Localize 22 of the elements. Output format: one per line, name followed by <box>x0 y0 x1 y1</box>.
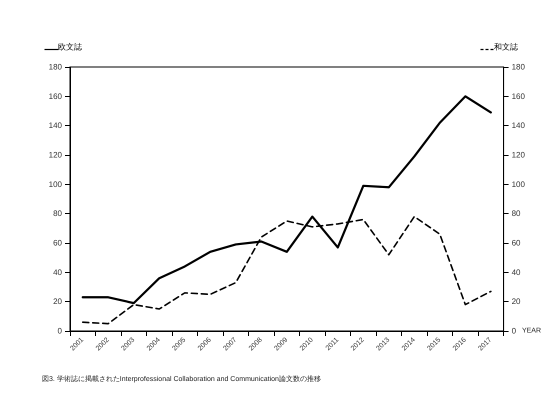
y-tick-label: 180 <box>48 62 63 72</box>
y2-tick-label: 120 <box>512 150 526 160</box>
y2-tick-label: 60 <box>512 238 522 248</box>
y2-tick-label: 0 <box>512 326 517 336</box>
y-tick-label: 20 <box>53 297 63 306</box>
y2-tick-label: 80 <box>512 209 522 218</box>
y-tick-label: 120 <box>48 150 63 160</box>
y-tick-label: 140 <box>48 121 63 130</box>
y-tick-label: 80 <box>53 209 63 218</box>
y-tick-label: 0 <box>58 326 63 336</box>
y2-tick-label: 180 <box>512 62 526 72</box>
y-tick-label: 100 <box>48 180 63 189</box>
y2-tick-label: 40 <box>512 268 522 277</box>
legend-label: 欧文誌 <box>58 42 82 52</box>
y2-tick-label: 100 <box>512 180 526 189</box>
y2-tick-label: 140 <box>512 121 526 130</box>
y-tick-label: 60 <box>53 238 63 248</box>
y-tick-label: 40 <box>53 268 63 277</box>
legend-label: 和文誌 <box>494 42 518 52</box>
y2-tick-label: 160 <box>512 92 526 101</box>
y2-tick-label: 20 <box>512 297 522 306</box>
y-tick-label: 160 <box>48 92 63 101</box>
